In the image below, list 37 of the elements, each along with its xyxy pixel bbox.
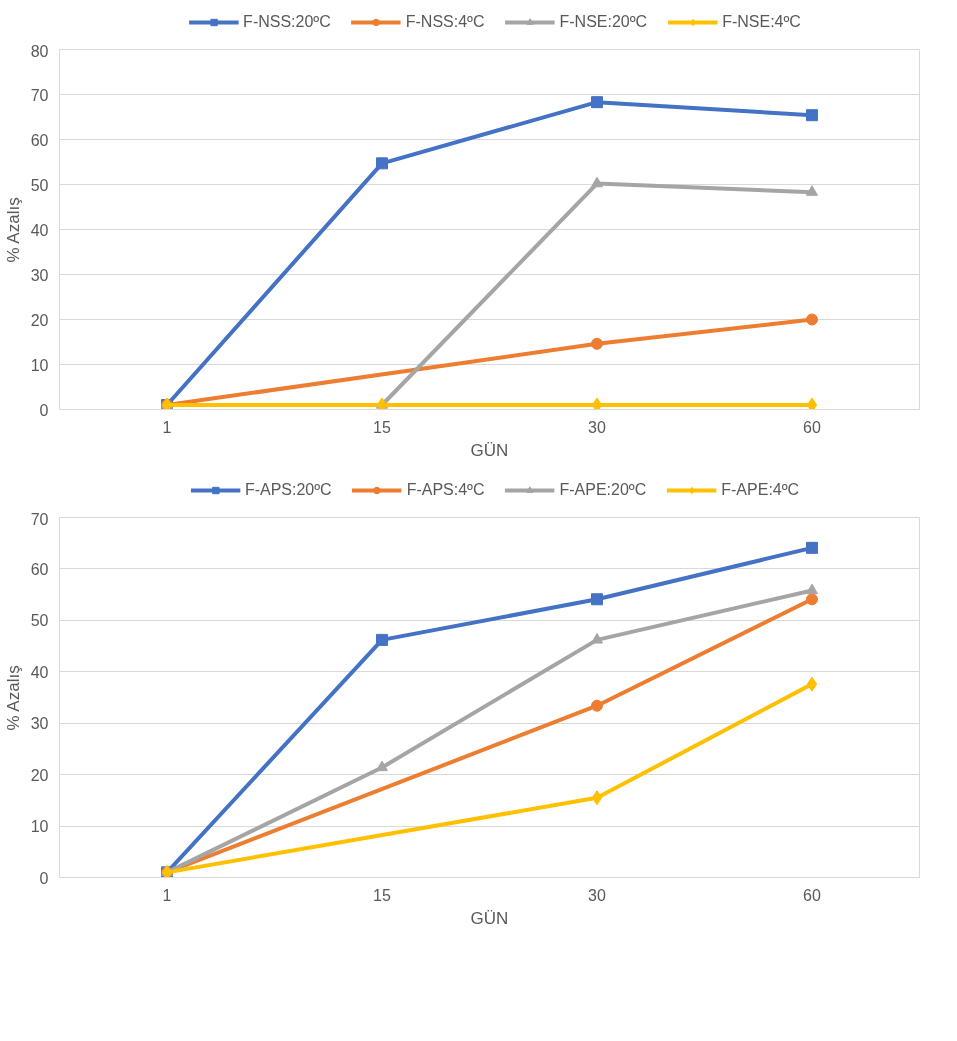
x-axis-title: GÜN [470, 440, 509, 460]
x-tick-label: 15 [373, 418, 391, 436]
y-tick-label: 60 [30, 131, 49, 149]
y-tick-label: 40 [30, 221, 49, 239]
x-tick-label: 30 [588, 418, 606, 436]
x-tick-label: 15 [373, 886, 391, 904]
y-tick-label: 50 [30, 612, 49, 630]
x-tick-label: 60 [803, 886, 821, 904]
x-tick-label: 60 [803, 418, 821, 436]
legend-label: F-APE:4ºC [721, 481, 800, 499]
legend-label: F-APE:20ºC [559, 481, 647, 499]
x-axis-title: GÜN [470, 908, 509, 928]
y-tick-label: 0 [39, 401, 49, 419]
legend-label: F-APS:20ºC [244, 481, 332, 499]
legend-label: F-NSS:20ºC [243, 13, 331, 31]
y-tick-label: 70 [30, 510, 49, 528]
y-tick-label: 40 [30, 663, 49, 681]
y-tick-label: 10 [30, 356, 49, 374]
y-tick-label: 0 [39, 869, 49, 887]
y-axis-title: % Azalış [3, 665, 23, 731]
y-tick-label: 60 [30, 560, 49, 578]
legend-label: F-NSE:20ºC [559, 13, 648, 31]
legend-label: F-NSE:4ºC [722, 13, 801, 31]
x-tick-label: 1 [162, 886, 172, 904]
y-tick-label: 30 [30, 715, 49, 733]
y-tick-label: 30 [30, 266, 49, 284]
y-tick-label: 20 [30, 311, 49, 329]
x-tick-label: 30 [588, 886, 606, 904]
y-tick-label: 20 [30, 766, 49, 784]
y-tick-label: 80 [30, 42, 49, 60]
y-tick-label: 50 [30, 176, 49, 194]
y-tick-label: 70 [30, 86, 49, 104]
legend-label: F-NSS:4ºC [405, 13, 485, 31]
y-axis-title: % Azalış [3, 197, 23, 263]
y-tick-label: 10 [30, 818, 49, 836]
legend-label: F-APS:4ºC [406, 481, 485, 499]
x-tick-label: 1 [162, 418, 172, 436]
